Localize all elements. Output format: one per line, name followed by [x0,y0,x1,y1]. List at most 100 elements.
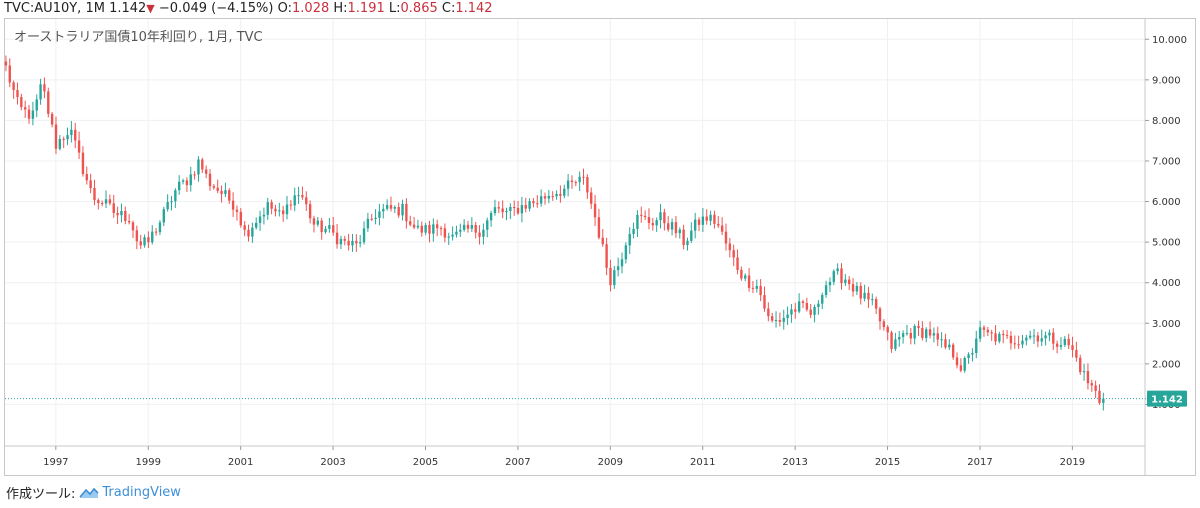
tradingview-link[interactable]: TradingView [79,485,181,500]
x-tick-label: 2013 [782,457,807,468]
candle [828,277,832,293]
candle-body [66,135,69,140]
candle-body [982,327,986,330]
y-tick-label: 7.000 [1152,157,1181,168]
candle [882,319,886,331]
candle [89,173,92,194]
candle [66,127,69,146]
candle-body [77,140,81,153]
candle [285,195,289,220]
candle-body [605,244,608,268]
candle-body [1055,343,1059,347]
candle [955,352,959,369]
last-price-label: 1.142 [1151,395,1183,406]
candle-body [339,238,343,245]
candle-body [851,284,855,292]
candle-body [385,205,389,209]
candle-body [139,241,142,246]
candle [497,201,500,214]
candle [928,321,932,339]
x-tick-label: 2003 [320,457,345,468]
candle [724,223,728,251]
candle-body [570,180,574,183]
candle [667,216,670,232]
candle [613,265,616,289]
candle [913,324,916,345]
candle-body [797,301,801,312]
candle [590,187,593,209]
candle [143,234,146,248]
x-tick-label: 1999 [136,457,161,468]
candle-body [678,229,681,234]
candle [643,210,647,220]
candle [840,263,843,290]
candle [100,200,104,207]
candle-body [717,223,720,226]
candle-body [1036,335,1040,342]
close-label: C: [441,1,456,16]
candle [717,216,720,228]
candle [235,205,239,221]
candle [574,180,578,187]
candle [936,326,939,346]
candle-body [1067,338,1070,346]
candle [1086,363,1090,390]
tradingview-logo-icon [79,487,99,498]
candle-body [212,186,216,188]
candle [686,237,689,251]
candle [39,78,42,105]
candle [878,306,882,330]
candle [1063,335,1067,347]
candle [316,216,320,227]
chart-frame [4,18,1196,476]
candle [624,242,628,264]
candle-body [23,107,27,110]
candle-body [559,193,562,196]
candle-body [620,259,624,267]
candle [35,94,38,118]
candle [821,292,824,310]
candle-body [70,129,73,136]
candle [432,218,435,242]
candle-body [774,320,778,322]
candle-body [967,354,970,359]
candle [409,215,412,227]
candle [489,210,493,227]
y-tick-label: 2.000 [1152,359,1181,370]
candle [385,199,389,211]
candle [343,235,346,246]
candle [158,220,162,236]
candle-body [736,257,739,270]
candle-body [647,217,651,224]
candle-body [443,228,447,238]
candle [763,286,766,312]
candle-body [728,243,732,251]
candle-body [751,287,755,289]
candle-body [462,224,466,230]
open-label: O: [277,1,293,16]
candle-body [867,292,870,300]
candle [378,203,381,226]
candle [412,216,416,230]
candle [262,207,266,225]
candle-body [840,268,843,284]
candle-body [990,332,993,334]
y-tick-label: 8.000 [1152,116,1181,127]
candle-body [470,225,474,229]
candle [85,166,88,185]
candle [312,215,316,233]
candle-body [131,222,135,231]
candle [932,327,936,343]
candle-body [701,216,705,225]
symbol-name[interactable]: TVC:AU10Y, 1M [4,1,105,16]
candle-body [178,181,181,191]
candle [197,156,200,182]
candle [886,324,889,341]
candle-body [301,195,304,198]
candle-body [1044,335,1047,339]
candle [482,223,485,245]
candle-body [31,110,35,119]
candle-body [482,229,485,237]
candle-body [686,240,689,246]
